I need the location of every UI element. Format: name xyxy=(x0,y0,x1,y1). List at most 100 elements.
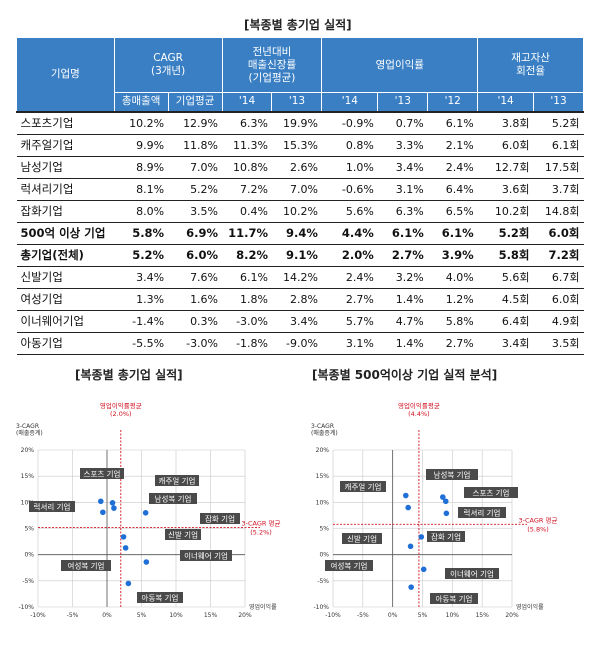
table-cell: 14.2% xyxy=(271,266,322,289)
table-cell: -1.8% xyxy=(222,332,272,355)
scatter-chart-all-companies: 20% 15% 10% 5% 0% -5% -10%-10% -5% 0% 5% 10% 15% 20%… xyxy=(16,401,281,619)
data-point xyxy=(97,498,104,505)
point-label: 잡화 기업 xyxy=(205,514,235,524)
table-cell: 6.4회 xyxy=(477,310,534,333)
point-label-box xyxy=(80,468,124,479)
data-point xyxy=(120,534,127,540)
point-label-box xyxy=(458,507,506,518)
data-point xyxy=(405,504,411,511)
table-row: 이너웨어기업 -1.4% 0.3% -3.0% 3.4% 5.7% 4.7% 5.8% 6.4회… xyxy=(16,310,584,333)
table-cell: 15.3% xyxy=(271,134,322,157)
data-point xyxy=(408,584,414,590)
company-name: 럭셔리기업 xyxy=(16,178,115,201)
table-cell: 5.8회 xyxy=(477,244,534,267)
table-cell: 2.0% xyxy=(321,244,378,267)
y-axis-label: 3-CAGR xyxy=(16,423,39,430)
y-tick-label: 10% xyxy=(316,499,330,506)
table-cell: 3.4% xyxy=(271,310,322,333)
table-cell: 4.9회 xyxy=(533,310,584,333)
x-tick-label: -10% xyxy=(325,612,341,619)
table-cell: -0.9% xyxy=(321,110,378,135)
x-tick-label: 20% xyxy=(238,612,252,619)
point-label-box xyxy=(180,550,232,561)
subheader: '13 xyxy=(533,92,584,112)
table-cell: 9.4% xyxy=(271,222,322,245)
subheader: '14 xyxy=(221,92,273,112)
table-cell: 0.7% xyxy=(377,110,428,135)
table-cell: -5.5% xyxy=(114,332,169,355)
subheader: '13 xyxy=(377,92,429,112)
table-cell: 4.5회 xyxy=(477,288,534,311)
x-axis-label: 영업이익률 xyxy=(249,603,277,611)
table-cell: 5.6% xyxy=(321,200,378,223)
table-cell: 4.4% xyxy=(321,222,378,245)
table-cell: 5.7% xyxy=(321,310,378,333)
point-label-box xyxy=(325,560,373,571)
table-cell: 11.3% xyxy=(222,134,272,157)
data-point xyxy=(122,545,129,551)
x-ref-value: (4.4%) xyxy=(408,410,430,418)
table-cell: 3.8회 xyxy=(477,110,534,135)
table-row: 잡화기업 8.0% 3.5% 0.4% 10.2% 5.6% 6.3% 6.5% 10.2회 14… xyxy=(16,200,584,223)
table-cell: 10.2% xyxy=(271,200,322,223)
data-point xyxy=(418,534,425,540)
table-cell: 10.8% xyxy=(222,156,272,179)
company-name: 남성기업 xyxy=(16,156,115,179)
table-cell: 4.0% xyxy=(427,266,478,289)
table-cell: -1.4% xyxy=(114,310,169,333)
data-point xyxy=(420,566,427,573)
table-title: [복종별 총기업 실적] xyxy=(244,18,352,32)
table-cell: 6.4% xyxy=(427,178,478,201)
table-cell: 1.8% xyxy=(222,288,272,311)
table-cell: 0.4% xyxy=(222,200,272,223)
table-cell: 2.7% xyxy=(321,288,378,311)
point-label: 신발 기업 xyxy=(347,535,377,544)
y-tick-label: 0% xyxy=(319,552,329,559)
y-axis-label: 3-CAGR xyxy=(311,423,334,430)
table-cell: 3.4회 xyxy=(477,332,534,355)
company-name: 신발기업 xyxy=(16,266,115,289)
point-label-box xyxy=(430,593,478,604)
table-cell: 1.3% xyxy=(114,288,169,311)
table-cell: 1.0% xyxy=(321,156,378,179)
x-tick-label: 0% xyxy=(388,612,398,619)
point-label: 아동복 기업 xyxy=(142,593,179,603)
table-cell: 6.1회 xyxy=(533,134,584,157)
header-margin: 영업이익률 xyxy=(321,37,479,93)
y-tick-label: 20% xyxy=(21,447,35,454)
table-row: 총기업(전체) 5.2% 6.0% 8.2% 9.1% 2.0% 2.7% 3.9% 5.8회 7… xyxy=(16,244,584,267)
table-cell: 3.6회 xyxy=(477,178,534,201)
data-point xyxy=(125,580,132,587)
table-cell: 3.7회 xyxy=(533,178,584,201)
table-cell: 7.0% xyxy=(271,178,322,201)
table-cell: 6.1% xyxy=(427,110,478,135)
table-cell: 5.2회 xyxy=(533,110,584,135)
table-row: 여성기업 1.3% 1.6% 1.8% 2.8% 2.7% 1.4% 1.2% 4.5회 6.0회 xyxy=(16,288,584,311)
table-cell: 12.7회 xyxy=(477,156,534,179)
point-label: 여성복 기업 xyxy=(331,561,368,571)
table-cell: 1.6% xyxy=(168,288,223,311)
table-cell: 5.2% xyxy=(168,178,223,201)
table-cell: 0.3% xyxy=(168,310,223,333)
x-ref-label: 영업이익률평균 xyxy=(398,401,440,410)
performance-table: 기업명 CAGR (3개년) 전년대비 매출신장률 (기업평균) 영업이익률 재고자산… xyxy=(16,37,584,355)
point-label: 남성복 기업 xyxy=(155,495,192,504)
point-label: 스포츠 기업 xyxy=(473,489,510,498)
y-ref-value: (5.8%) xyxy=(527,525,549,533)
point-label: 남성복 기업 xyxy=(434,471,471,480)
company-name: 500억 이상 기업 xyxy=(16,222,115,245)
data-point xyxy=(442,498,449,505)
x-tick-label: 5% xyxy=(418,612,428,619)
table-cell: 2.7% xyxy=(427,332,478,355)
point-label-box xyxy=(137,592,183,603)
y-tick-label: 5% xyxy=(319,526,329,533)
y-ref-label: 3-CAGR 평균 xyxy=(242,518,281,527)
table-cell: 6.9% xyxy=(168,222,223,245)
table-cell: 2.1% xyxy=(427,134,478,157)
chart2-title: [복종별 500억이상 기업 실적 분석] xyxy=(312,368,498,382)
x-tick-label: -5% xyxy=(357,612,369,619)
table-cell: 7.0% xyxy=(168,156,223,179)
table-cell: 2.4% xyxy=(427,156,478,179)
table-cell: 1.4% xyxy=(377,288,428,311)
table-row: 남성기업 8.9% 7.0% 10.8% 2.6% 1.0% 3.4% 2.4% 12.7회 17… xyxy=(16,156,584,179)
